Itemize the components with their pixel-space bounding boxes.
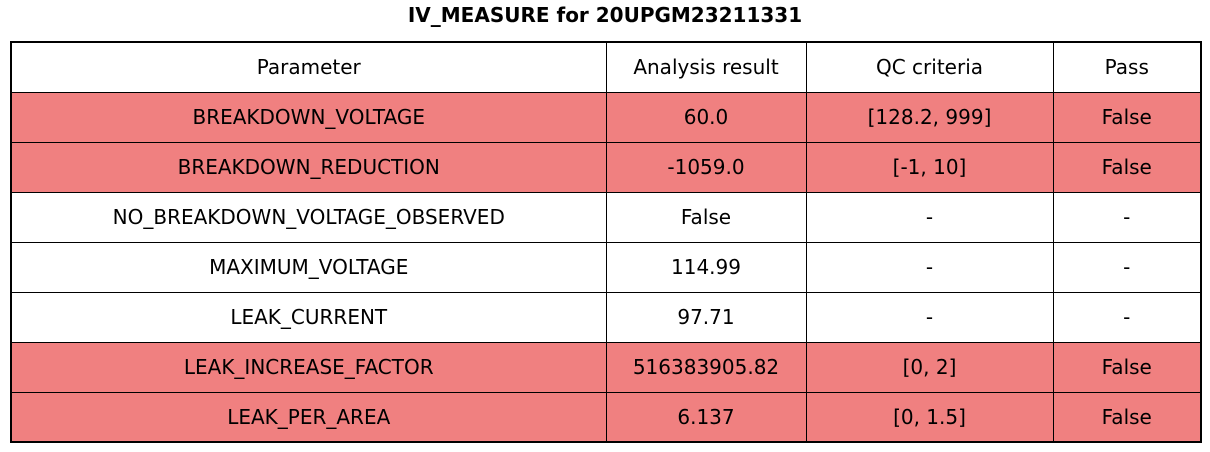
cell-pass: - xyxy=(1052,241,1202,293)
cell-parameter: LEAK_CURRENT xyxy=(10,291,607,343)
column-header-qc-criteria: QC criteria xyxy=(805,41,1054,93)
table-row: NO_BREAKDOWN_VOLTAGE_OBSERVED False - - xyxy=(10,191,1202,243)
cell-analysis-result: 97.71 xyxy=(605,291,807,343)
cell-qc-criteria: [-1, 10] xyxy=(805,141,1054,193)
page-title: IV_MEASURE for 20UPGM23211331 xyxy=(407,3,803,27)
cell-parameter: BREAKDOWN_VOLTAGE xyxy=(10,91,607,143)
cell-analysis-result: 6.137 xyxy=(605,391,807,443)
cell-parameter: LEAK_INCREASE_FACTOR xyxy=(10,341,607,393)
table-row: LEAK_INCREASE_FACTOR 516383905.82 [0, 2]… xyxy=(10,341,1202,393)
cell-qc-criteria: - xyxy=(805,191,1054,243)
cell-qc-criteria: [0, 1.5] xyxy=(805,391,1054,443)
column-header-parameter: Parameter xyxy=(10,41,607,93)
cell-qc-criteria: [0, 2] xyxy=(805,341,1054,393)
cell-pass: - xyxy=(1052,191,1202,243)
cell-qc-criteria: - xyxy=(805,241,1054,293)
cell-parameter: LEAK_PER_AREA xyxy=(10,391,607,443)
cell-parameter: BREAKDOWN_REDUCTION xyxy=(10,141,607,193)
cell-pass: False xyxy=(1052,341,1202,393)
cell-qc-criteria: - xyxy=(805,291,1054,343)
table-row: LEAK_PER_AREA 6.137 [0, 1.5] False xyxy=(10,391,1202,443)
cell-analysis-result: 60.0 xyxy=(605,91,807,143)
table-row: MAXIMUM_VOLTAGE 114.99 - - xyxy=(10,241,1202,293)
cell-pass: - xyxy=(1052,291,1202,343)
cell-analysis-result: 516383905.82 xyxy=(605,341,807,393)
cell-analysis-result: 114.99 xyxy=(605,241,807,293)
cell-pass: False xyxy=(1052,91,1202,143)
cell-analysis-result: -1059.0 xyxy=(605,141,807,193)
table-row: BREAKDOWN_REDUCTION -1059.0 [-1, 10] Fal… xyxy=(10,141,1202,193)
cell-pass: False xyxy=(1052,391,1202,443)
cell-pass: False xyxy=(1052,141,1202,193)
table-row: LEAK_CURRENT 97.71 - - xyxy=(10,291,1202,343)
cell-parameter: NO_BREAKDOWN_VOLTAGE_OBSERVED xyxy=(10,191,607,243)
qc-results-table: Parameter Analysis result QC criteria Pa… xyxy=(10,41,1202,443)
column-header-pass: Pass xyxy=(1052,41,1202,93)
cell-analysis-result: False xyxy=(605,191,807,243)
column-header-analysis-result: Analysis result xyxy=(605,41,807,93)
cell-qc-criteria: [128.2, 999] xyxy=(805,91,1054,143)
cell-parameter: MAXIMUM_VOLTAGE xyxy=(10,241,607,293)
table-row: BREAKDOWN_VOLTAGE 60.0 [128.2, 999] Fals… xyxy=(10,91,1202,143)
table-header-row: Parameter Analysis result QC criteria Pa… xyxy=(10,41,1202,93)
